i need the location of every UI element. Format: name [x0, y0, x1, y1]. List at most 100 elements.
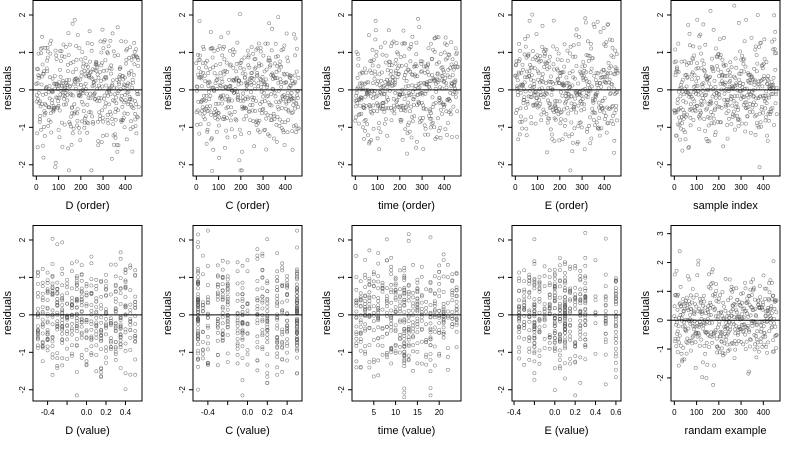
- data-point: [80, 50, 85, 54]
- data-point: [527, 272, 532, 277]
- data-point: [518, 120, 523, 124]
- data-point: [385, 299, 389, 303]
- data-point: [70, 295, 74, 300]
- data-point: [208, 67, 212, 71]
- data-point: [45, 278, 50, 282]
- data-point: [578, 120, 583, 125]
- y-tick-label: 2: [656, 260, 665, 265]
- data-point: [406, 325, 411, 329]
- data-point: [221, 117, 225, 121]
- data-point: [283, 80, 288, 85]
- data-point: [89, 277, 94, 281]
- data-point: [401, 92, 406, 96]
- data-point: [720, 290, 725, 294]
- data-point: [449, 62, 454, 67]
- data-point: [576, 42, 581, 47]
- data-point: [774, 51, 779, 55]
- data-point: [99, 280, 103, 284]
- data-point: [295, 298, 299, 303]
- y-tick-label: 2: [18, 237, 27, 242]
- data-point: [762, 74, 766, 79]
- data-point: [359, 111, 364, 116]
- data-point: [714, 90, 719, 95]
- data-point: [531, 78, 536, 83]
- data-point: [721, 353, 725, 358]
- data-point: [532, 377, 537, 382]
- data-point: [761, 334, 766, 339]
- data-point: [517, 324, 521, 329]
- data-point: [552, 139, 557, 143]
- data-point: [759, 40, 763, 45]
- data-point: [428, 125, 433, 130]
- data-point: [295, 308, 299, 313]
- data-point: [761, 273, 766, 278]
- data-point: [106, 51, 110, 56]
- data-point: [258, 102, 262, 106]
- data-point: [355, 52, 360, 56]
- data-point: [123, 330, 128, 335]
- data-point: [215, 282, 220, 287]
- data-point: [196, 286, 200, 291]
- data-point: [536, 92, 541, 97]
- data-point: [376, 251, 381, 255]
- data-point: [204, 65, 208, 70]
- data-point: [527, 349, 532, 354]
- data-point: [402, 359, 407, 363]
- data-point: [517, 71, 522, 76]
- data-point: [682, 59, 687, 64]
- x-axis-label: C (order): [225, 200, 269, 212]
- data-point: [251, 51, 256, 56]
- data-point: [402, 54, 407, 59]
- data-point: [432, 309, 437, 314]
- data-point: [588, 141, 593, 146]
- data-point: [376, 104, 380, 109]
- data-point: [532, 351, 537, 356]
- data-point: [432, 344, 437, 349]
- data-point: [285, 274, 289, 278]
- data-point: [275, 284, 280, 289]
- data-point: [608, 91, 613, 95]
- data-point: [563, 288, 567, 293]
- data-point: [265, 281, 270, 286]
- data-point: [593, 258, 598, 263]
- data-point: [382, 92, 387, 96]
- data-point: [723, 327, 728, 331]
- data-point: [389, 350, 394, 354]
- data-point: [710, 320, 714, 325]
- data-point: [734, 66, 739, 70]
- data-point: [523, 75, 527, 80]
- data-point: [750, 293, 754, 297]
- data-point: [59, 49, 64, 53]
- data-point: [118, 250, 123, 255]
- data-point: [767, 298, 771, 303]
- data-point: [85, 64, 90, 69]
- data-point: [454, 272, 459, 276]
- data-point: [548, 54, 552, 59]
- data-point: [39, 82, 44, 87]
- data-point: [228, 62, 233, 67]
- data-point: [239, 60, 243, 65]
- data-point: [715, 64, 719, 68]
- data-point: [675, 97, 680, 102]
- data-point: [89, 254, 94, 259]
- data-point: [277, 68, 281, 73]
- data-point: [380, 289, 385, 294]
- data-point: [83, 56, 88, 60]
- data-point: [772, 321, 777, 326]
- data-point: [563, 324, 567, 328]
- data-point: [746, 72, 751, 77]
- data-point: [519, 119, 524, 124]
- data-point: [231, 53, 235, 57]
- data-point: [295, 245, 299, 250]
- data-point: [578, 318, 583, 323]
- data-point: [441, 335, 446, 340]
- data-point: [718, 55, 723, 60]
- data-point: [358, 325, 363, 329]
- data-point: [389, 264, 394, 269]
- data-point: [773, 324, 778, 329]
- data-point: [206, 323, 210, 328]
- data-point: [371, 272, 376, 277]
- data-point: [94, 287, 99, 291]
- data-point: [196, 331, 200, 336]
- data-point: [251, 119, 256, 124]
